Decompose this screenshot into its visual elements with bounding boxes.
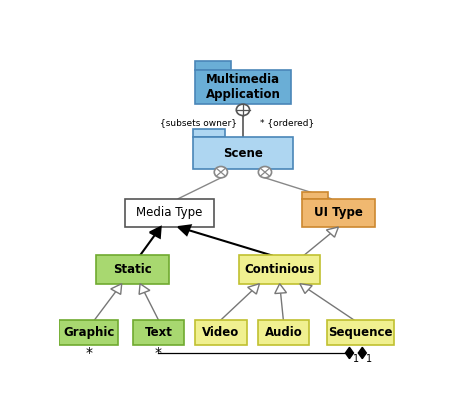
Text: * {ordered}: * {ordered} xyxy=(260,119,314,128)
Circle shape xyxy=(258,166,272,178)
Text: Media Type: Media Type xyxy=(136,207,203,219)
Text: *: * xyxy=(85,346,92,360)
Bar xyxy=(133,320,184,345)
Circle shape xyxy=(214,166,228,178)
Bar xyxy=(258,320,309,345)
Bar xyxy=(125,199,213,227)
Polygon shape xyxy=(275,284,286,294)
Text: *: * xyxy=(155,346,162,360)
Bar xyxy=(96,255,170,284)
Bar xyxy=(193,129,225,137)
Bar xyxy=(301,199,375,227)
Bar xyxy=(195,61,231,70)
Text: Multimedia
Application: Multimedia Application xyxy=(206,73,280,101)
Text: Sequence: Sequence xyxy=(328,326,393,339)
Polygon shape xyxy=(139,284,150,294)
Text: UI Type: UI Type xyxy=(314,207,363,219)
Text: Continious: Continious xyxy=(245,263,315,276)
Bar xyxy=(328,320,393,345)
Bar xyxy=(193,137,292,169)
Polygon shape xyxy=(358,347,366,359)
Polygon shape xyxy=(346,347,354,359)
Polygon shape xyxy=(327,227,338,237)
Bar xyxy=(195,70,291,104)
Text: Audio: Audio xyxy=(264,326,302,339)
Bar xyxy=(239,255,320,284)
Text: 1: 1 xyxy=(353,354,359,364)
Text: {subsets owner}: {subsets owner} xyxy=(160,119,237,128)
Polygon shape xyxy=(150,227,161,238)
Polygon shape xyxy=(248,284,259,294)
Polygon shape xyxy=(111,284,122,294)
Bar xyxy=(301,192,328,199)
Text: Graphic: Graphic xyxy=(63,326,114,339)
Circle shape xyxy=(237,104,249,115)
Polygon shape xyxy=(178,225,191,235)
Bar xyxy=(195,320,246,345)
Polygon shape xyxy=(300,284,312,294)
Bar xyxy=(59,320,118,345)
Text: Static: Static xyxy=(113,263,152,276)
Text: Text: Text xyxy=(145,326,173,339)
Text: Video: Video xyxy=(202,326,239,339)
Text: 1: 1 xyxy=(366,354,372,364)
Text: Scene: Scene xyxy=(223,146,263,160)
